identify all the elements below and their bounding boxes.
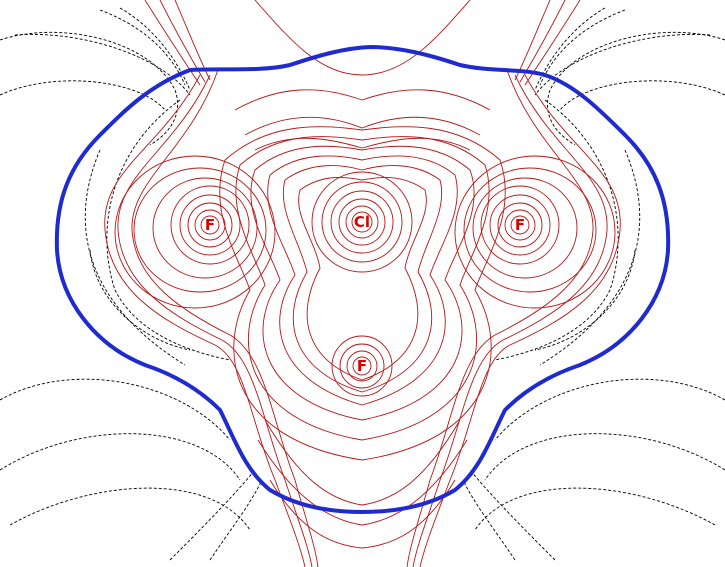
positive-contour: [144, 0, 201, 86]
negative-contour: [119, 7, 191, 91]
f-right-ring: [497, 202, 543, 248]
negative-contour: [89, 249, 191, 351]
negative-contour: [534, 249, 636, 351]
negative-contour: [106, 99, 231, 361]
positive-contour: [244, 116, 481, 136]
f-left-ring: [152, 177, 258, 279]
negative-contour: [0, 378, 231, 441]
negative-contour: [474, 487, 716, 531]
negative-contour: [469, 469, 556, 561]
cl-ring: [338, 198, 386, 246]
f-right-ring: [510, 215, 530, 235]
f-left-ring: [133, 167, 267, 293]
f-right-ring: [480, 185, 560, 265]
negative-contour: [539, 149, 641, 366]
negative-contour: [84, 149, 186, 366]
positive-contour: [117, 74, 313, 567]
negative-contour: [547, 31, 725, 146]
f-left-ring: [170, 185, 250, 265]
positive-contour: [267, 155, 458, 406]
negative-contour: [99, 9, 186, 86]
positive-contour: [219, 126, 506, 461]
positive-contour: [269, 479, 456, 549]
f-left-ring: [114, 155, 276, 309]
negative-contour: [14, 33, 191, 96]
negative-contour: [0, 433, 241, 481]
cl-ring: [321, 181, 403, 263]
cl-ring: [311, 171, 413, 273]
positive-contour: [159, 0, 206, 83]
f-bottom-ring: [331, 335, 393, 397]
f-right-label: F: [515, 216, 525, 234]
positive-contour: [234, 89, 491, 111]
positive-contour: [264, 419, 461, 506]
f-right-ring: [454, 155, 616, 309]
f-right-ring: [489, 194, 551, 256]
positive-contour: [514, 0, 551, 81]
cl-label: Cl: [354, 213, 370, 231]
negative-contour: [494, 378, 725, 441]
negative-contour: [539, 9, 626, 86]
positive-contour-lines: [104, 0, 621, 567]
negative-contour: [209, 479, 263, 561]
f-bottom-ring: [346, 350, 378, 382]
f-bottom-ring: [352, 356, 372, 376]
negative-contour: [0, 31, 178, 146]
negative-contour-lines: [0, 7, 725, 561]
positive-contour: [174, 0, 211, 81]
f-left-ring: [179, 194, 241, 256]
positive-contour: [419, 74, 621, 567]
negative-contour: [462, 479, 516, 561]
negative-contour: [534, 7, 606, 91]
negative-contour: [0, 80, 166, 111]
f-left-ring: [200, 215, 220, 235]
positive-contour: [104, 74, 306, 567]
f-right-ring: [504, 209, 536, 241]
positive-contour: [282, 165, 443, 393]
positive-contour: [235, 136, 490, 441]
f-right-ring: [463, 167, 597, 293]
f-left-label: F: [205, 216, 215, 234]
positive-contour: [519, 0, 566, 83]
positive-contour: [298, 176, 427, 381]
negative-contour: [559, 80, 725, 111]
cl-ring: [351, 211, 373, 233]
negative-contour: [9, 487, 251, 531]
f-left-ring: [187, 202, 233, 248]
positive-contour: [524, 0, 581, 86]
f-left-ring: [194, 209, 226, 241]
f-bottom-ring: [339, 343, 385, 389]
negative-contour: [484, 433, 725, 481]
positive-contour: [257, 439, 468, 526]
negative-contour: [534, 33, 711, 96]
positive-contour: [250, 145, 475, 421]
f-bottom-label: F: [357, 357, 367, 375]
negative-contour: [169, 469, 256, 561]
negative-contour: [494, 99, 619, 361]
outer-contour: [54, 44, 671, 515]
cl-ring: [345, 205, 379, 239]
positive-contour: [254, 0, 471, 76]
cl-ring: [330, 190, 394, 254]
f-right-ring: [472, 177, 578, 279]
